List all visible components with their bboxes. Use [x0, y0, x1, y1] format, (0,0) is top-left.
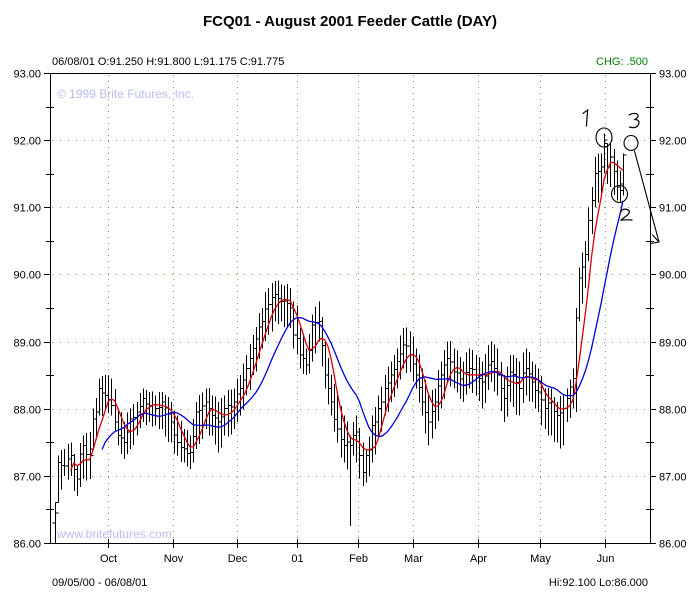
hi-lo-label: Hi:92.100 Lo:86.000 — [548, 577, 648, 589]
y-axis-label-right: 89.00 — [659, 338, 687, 350]
x-axis-label: Mar — [404, 553, 423, 565]
change-badge: CHG: .500 — [596, 56, 648, 68]
slow-ma-line — [101, 200, 624, 450]
x-axis-label: Nov — [164, 553, 184, 565]
ohlc-info-line: 06/08/01 O:91.250 H:91.800 L:91.175 C:91… — [52, 56, 285, 68]
y-axis-label-right: 90.00 — [659, 270, 687, 282]
y-axis-label-right: 88.00 — [659, 405, 687, 417]
plot-border — [50, 73, 651, 544]
y-axis-label-left: 90.00 — [13, 270, 41, 282]
fast-ma-line — [70, 161, 624, 471]
x-axis-label: Dec — [228, 553, 248, 565]
y-axis-label-right: 87.00 — [659, 472, 687, 484]
x-axis-label: Feb — [349, 553, 368, 565]
annotation-circle-2 — [610, 184, 629, 204]
x-axis-label: Jun — [597, 553, 615, 565]
y-axis-label-right: 92.00 — [659, 136, 687, 148]
annotation-arrow-3 — [633, 150, 660, 245]
watermark-copyright: © 1999 Brite Futures, Inc. — [57, 87, 194, 101]
y-axis-label-left: 88.00 — [13, 405, 41, 417]
close-ticks — [55, 139, 627, 514]
annotation-circle-1 — [595, 127, 613, 148]
y-axis-label-left: 93.00 — [13, 69, 41, 81]
y-axis-label-right: 91.00 — [659, 203, 687, 215]
y-axis-label-left: 89.00 — [13, 338, 41, 350]
chart-title: FCQ01 - August 2001 Feeder Cattle (DAY) — [203, 13, 497, 30]
annotation-digit-1 — [582, 109, 589, 127]
annotation-digit-2 — [619, 208, 633, 222]
open-ticks — [52, 143, 624, 524]
y-axis-label-left: 86.00 — [13, 539, 41, 551]
annotation-circle-3 — [623, 134, 639, 152]
y-axis-label-left: 87.00 — [13, 472, 41, 484]
x-axis-label: May — [530, 553, 551, 565]
y-axis-label-right: 93.00 — [659, 69, 687, 81]
date-range-label: 09/05/00 - 06/08/01 — [52, 577, 148, 589]
y-axis-label-left: 91.00 — [13, 203, 41, 215]
x-axis-label: Apr — [470, 553, 487, 565]
y-axis-label-left: 92.00 — [13, 136, 41, 148]
annotation-digit-3 — [628, 112, 640, 129]
y-axis-label-right: 86.00 — [659, 539, 687, 551]
x-axis-label: 01 — [291, 553, 303, 565]
price-bars — [55, 133, 624, 543]
watermark-url: www.britefutures.com — [57, 527, 172, 541]
x-axis-label: Oct — [100, 553, 117, 565]
